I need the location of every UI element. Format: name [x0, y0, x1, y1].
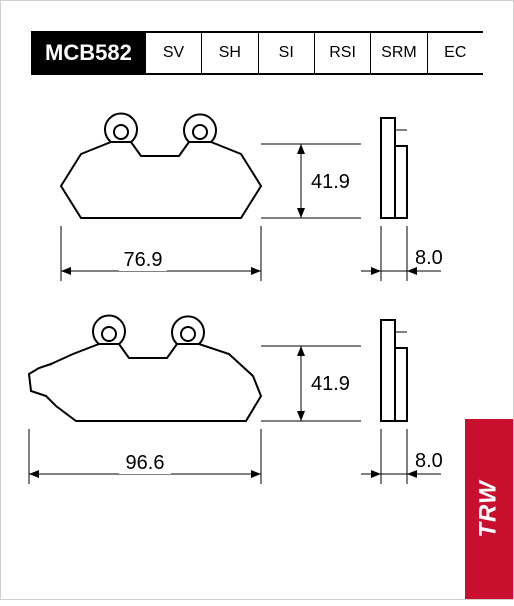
dim-bottom-thickness: 8.0 [415, 450, 443, 472]
top-pad-hole-left [114, 125, 128, 139]
bottom-pad-front [39, 344, 261, 421]
top-pad-side [381, 118, 407, 218]
part-number: MCB582 [31, 31, 146, 75]
top-pad-hole-right [193, 125, 207, 139]
code-si: SI [259, 33, 315, 73]
dim-bottom-height: 41.9 [311, 373, 350, 395]
bottom-pad-side [381, 320, 407, 421]
svg-text:76.9: 76.9 [124, 249, 163, 271]
variant-codes: SV SH SI RSI SRM EC [146, 31, 483, 75]
code-ec: EC [428, 33, 483, 73]
dim-top-height: 41.9 [311, 171, 350, 193]
code-srm: SRM [371, 33, 427, 73]
dim-top-thickness: 8.0 [415, 247, 443, 269]
drawing-container: MCB582 SV SH SI RSI SRM EC [0, 0, 514, 600]
code-sh: SH [202, 33, 258, 73]
code-rsi: RSI [315, 33, 371, 73]
technical-drawing: 41.9 76.9 76.9 8.0 [1, 96, 513, 599]
top-pad-front [61, 142, 261, 218]
code-sv: SV [146, 33, 202, 73]
dim-bottom-width: 96.6 [126, 452, 165, 474]
bottom-pad-hole-left [102, 327, 116, 341]
bottom-pad-hole-right [181, 327, 195, 341]
brand-name: TRW [475, 480, 503, 537]
header: MCB582 SV SH SI RSI SRM EC [31, 31, 483, 75]
brand-logo: TRW [465, 419, 513, 599]
